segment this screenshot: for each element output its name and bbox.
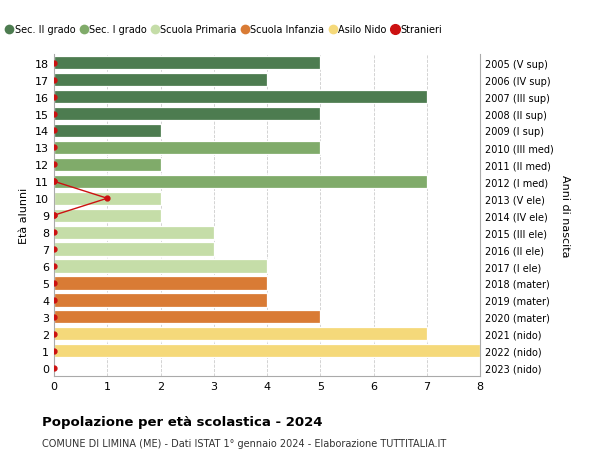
- Bar: [54, 91, 427, 104]
- Bar: [54, 209, 161, 222]
- Bar: [54, 226, 214, 239]
- Bar: [54, 328, 427, 341]
- Bar: [54, 260, 267, 273]
- Bar: [54, 74, 267, 87]
- Text: COMUNE DI LIMINA (ME) - Dati ISTAT 1° gennaio 2024 - Elaborazione TUTTITALIA.IT: COMUNE DI LIMINA (ME) - Dati ISTAT 1° ge…: [42, 438, 446, 448]
- Legend: Sec. II grado, Sec. I grado, Scuola Primaria, Scuola Infanzia, Asilo Nido, Stran: Sec. II grado, Sec. I grado, Scuola Prim…: [3, 22, 446, 39]
- Bar: [54, 124, 161, 138]
- Bar: [54, 243, 214, 256]
- Bar: [54, 108, 320, 121]
- Text: Popolazione per età scolastica - 2024: Popolazione per età scolastica - 2024: [42, 415, 323, 428]
- Bar: [54, 175, 427, 189]
- Bar: [54, 141, 320, 155]
- Bar: [54, 57, 320, 70]
- Bar: [54, 311, 320, 324]
- Bar: [54, 277, 267, 290]
- Y-axis label: Anni di nascita: Anni di nascita: [560, 174, 570, 257]
- Bar: [54, 344, 480, 358]
- Y-axis label: Età alunni: Età alunni: [19, 188, 29, 244]
- Bar: [54, 158, 161, 172]
- Bar: [54, 294, 267, 307]
- Bar: [54, 192, 161, 206]
